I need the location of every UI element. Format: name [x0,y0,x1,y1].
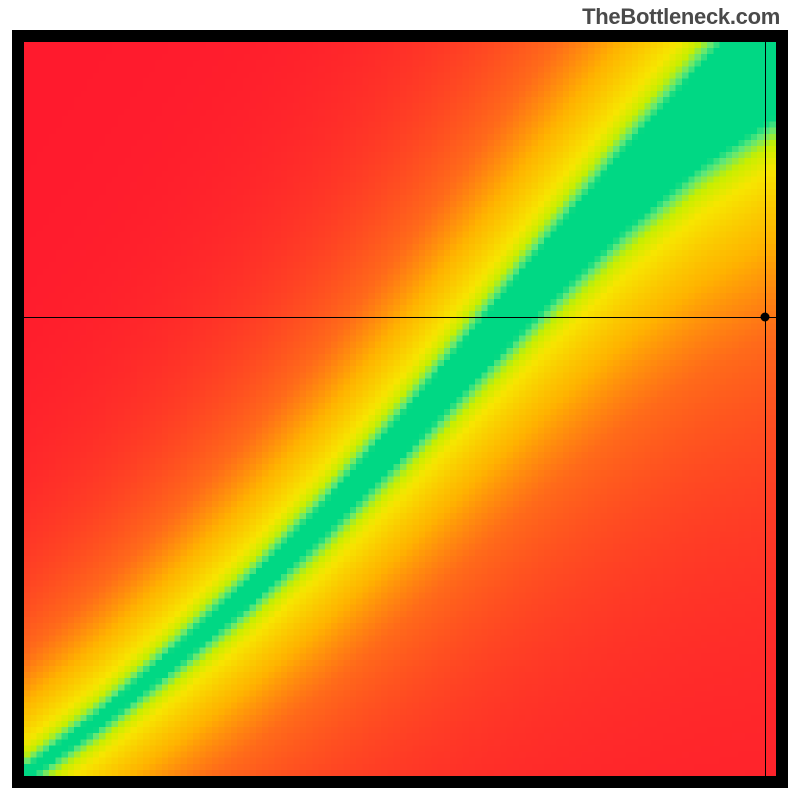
horizontal-guide-line [24,317,776,318]
watermark-text: TheBottleneck.com [582,4,780,30]
vertical-guide-line [765,42,766,776]
heatmap-canvas [24,42,776,776]
chart-frame [12,30,788,788]
heatmap-plot [24,42,776,776]
marker-dot [760,313,769,322]
